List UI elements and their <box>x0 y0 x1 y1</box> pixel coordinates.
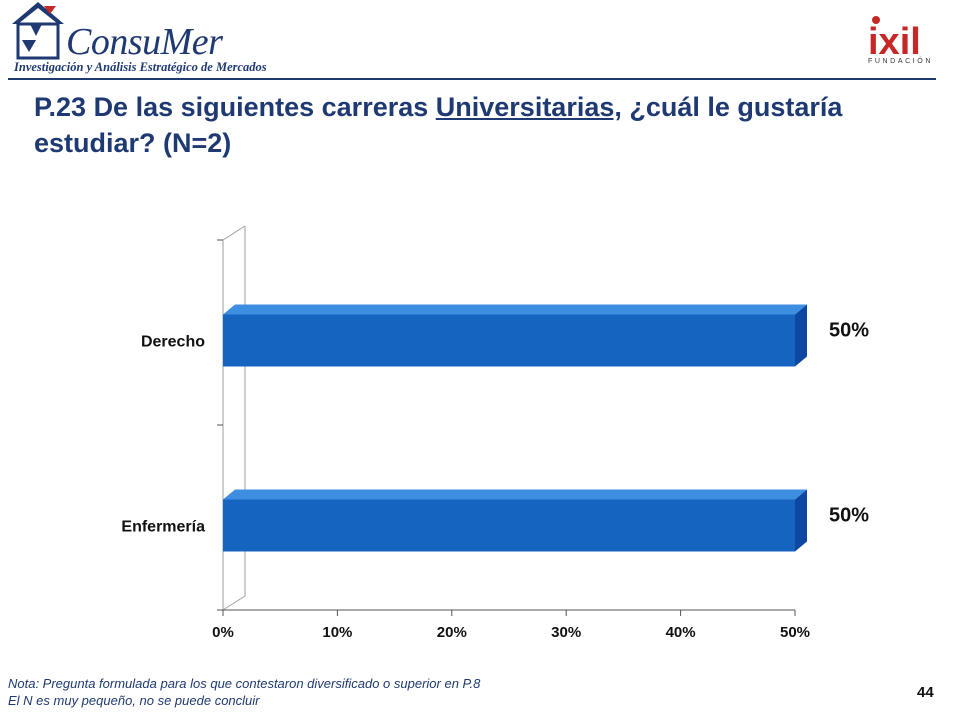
x-tick-label: 0% <box>212 624 234 641</box>
logo-name: ConsuMer <box>66 21 223 63</box>
bar-top-face <box>223 489 807 500</box>
x-tick-label: 40% <box>666 624 696 641</box>
footnote-line-1: Nota: Pregunta formulada para los que co… <box>8 676 481 691</box>
x-tick-label: 10% <box>322 624 352 641</box>
logo-tagline: Investigación y Análisis Estratégico de … <box>14 60 267 74</box>
category-label: Derecho <box>141 334 205 351</box>
chart-wall-left <box>222 225 246 610</box>
category-label: Enfermería <box>121 519 205 536</box>
header-divider <box>8 78 936 80</box>
data-label: 50% <box>829 320 869 342</box>
page-number: 44 <box>917 684 934 701</box>
x-tick-label: 30% <box>551 624 581 641</box>
ixil-subtitle: FUNDACIÓN <box>868 58 934 65</box>
bar-top-face <box>223 304 807 315</box>
page-title: P.23 De las siguientes carreras Universi… <box>34 90 914 162</box>
title-underlined: Universitarias, <box>435 92 622 122</box>
title-suffix: ¿cuál le gustaría estudiar? (N=2) <box>34 92 843 158</box>
consumer-logo: ConsuMer Investigación y Análisis Estrat… <box>8 0 308 80</box>
data-label: 50% <box>829 505 869 527</box>
footnote-line-2: El N es muy pequeño, no se puede conclui… <box>8 692 260 708</box>
consumer-logo-mark-icon <box>12 2 64 60</box>
title-prefix: P.23 De las siguientes carreras <box>34 92 436 122</box>
bar-side-face <box>795 489 807 552</box>
x-tick-label: 50% <box>780 624 810 641</box>
bar-side-face <box>795 304 807 367</box>
bar <box>223 314 795 367</box>
x-tick-label: 20% <box>437 624 467 641</box>
footnote: Nota: Pregunta formulada para los que co… <box>8 676 480 710</box>
chart-floor-edge <box>222 595 246 611</box>
ixil-logo: ixil <box>868 16 921 63</box>
svg-text:ixil: ixil <box>868 21 921 63</box>
bar <box>223 499 795 552</box>
